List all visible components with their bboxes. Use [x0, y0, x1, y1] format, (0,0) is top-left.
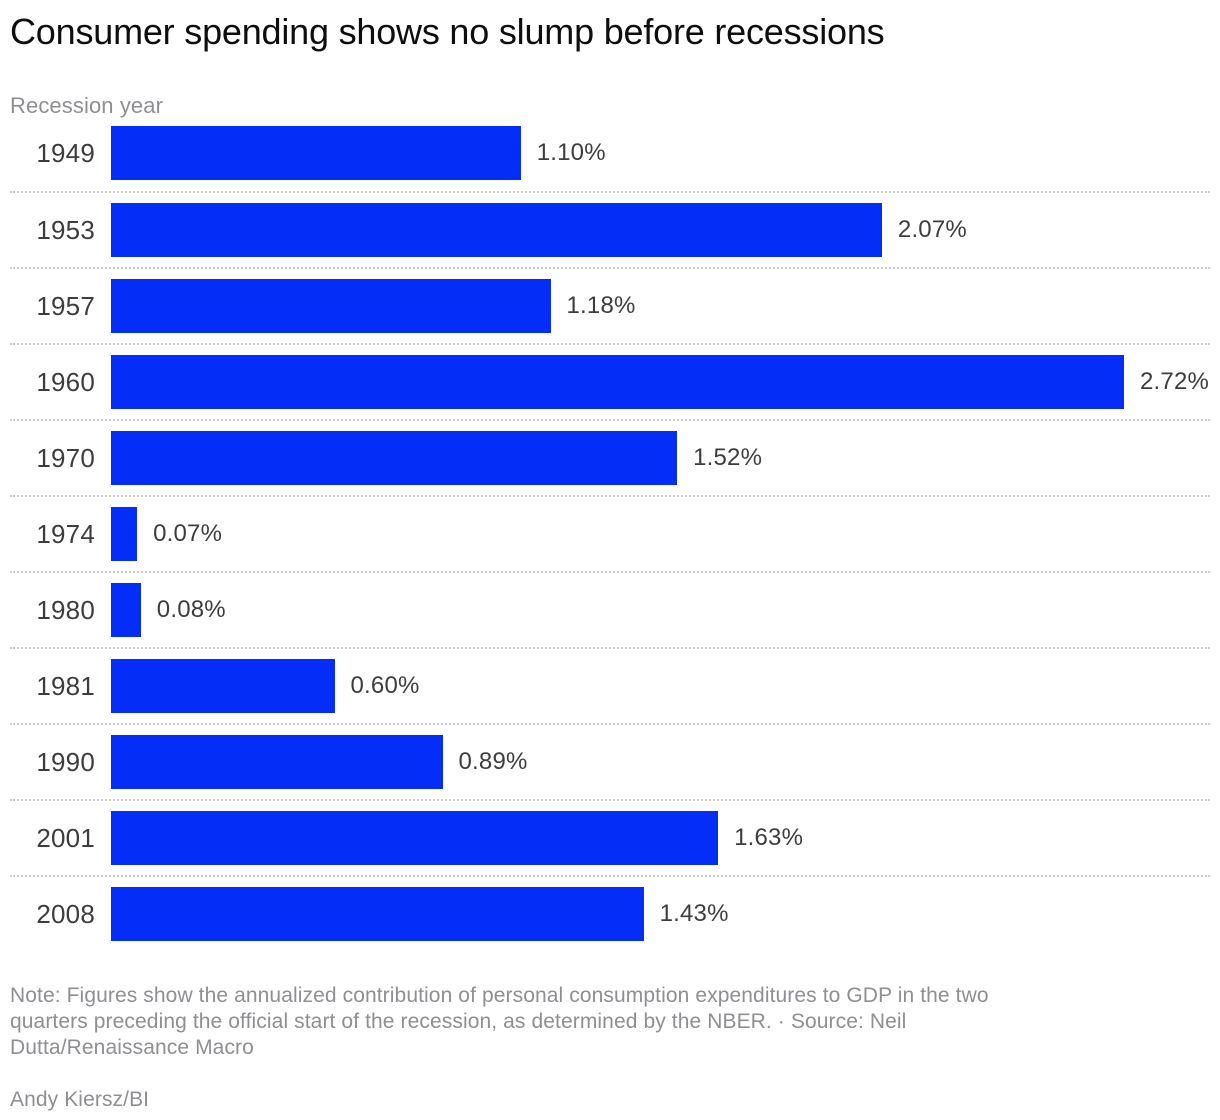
bar-row: 1980 0.08%: [10, 571, 1210, 647]
bar: [111, 887, 644, 941]
bar-row: 1960 2.72%: [10, 343, 1210, 419]
bar-row-year-label: 1990: [36, 746, 95, 777]
bar-row-year-label: 2008: [36, 898, 95, 929]
bar-row-year-label: 1974: [36, 518, 95, 549]
bar-area: 0.07%: [111, 497, 1210, 571]
bar: [111, 811, 719, 865]
bar-row: 1974 0.07%: [10, 495, 1210, 571]
note-line-1: Note: Figures show the annualized contri…: [10, 984, 989, 1007]
bar-area: 1.52%: [111, 421, 1210, 495]
bar: [111, 583, 141, 637]
bar-row-year-label: 1960: [36, 366, 95, 397]
bar: [111, 507, 138, 561]
bar-row: 1949 1.10%: [10, 115, 1210, 191]
bar-value-label: 1.43%: [659, 900, 729, 927]
bar-row: 1990 0.89%: [10, 723, 1210, 799]
bar-area: 1.43%: [111, 877, 1210, 951]
bar-row-year-label: 1957: [36, 290, 95, 321]
bar: [111, 735, 443, 789]
bar: [111, 203, 882, 257]
bar: [111, 431, 678, 485]
bar-row-year-label: 1970: [36, 442, 95, 473]
bar-area: 0.89%: [111, 725, 1210, 799]
bar-value-label: 1.52%: [693, 444, 763, 471]
chart-note: Note: Figures show the annualized contri…: [10, 983, 1210, 1061]
bar-row: 2008 1.43%: [10, 875, 1210, 951]
bar-row-year-label: 1949: [36, 137, 95, 168]
bar-row-year-label: 1981: [36, 670, 95, 701]
bar: [111, 279, 551, 333]
bar-value-label: 0.89%: [458, 748, 528, 775]
bar-value-label: 0.08%: [156, 596, 226, 623]
chart-container: Consumer spending shows no slump before …: [0, 10, 1220, 1120]
bar: [111, 659, 335, 713]
bar-area: 0.60%: [111, 649, 1210, 723]
bar-value-label: 1.10%: [536, 139, 606, 166]
bar-area: 0.08%: [111, 573, 1210, 647]
bar: [111, 126, 521, 180]
bar-value-label: 1.18%: [566, 292, 636, 319]
bar-value-label: 2.72%: [1140, 368, 1210, 395]
bar-row: 1981 0.60%: [10, 647, 1210, 723]
axis-label-recession-year: Recession year: [10, 93, 164, 118]
note-line-3: Dutta/Renaissance Macro: [10, 1036, 254, 1059]
bar-row: 1970 1.52%: [10, 419, 1210, 495]
bar-row-year-label: 1953: [36, 214, 95, 245]
bar-area: 2.72%: [111, 345, 1210, 419]
bar-row: 1953 2.07%: [10, 191, 1210, 267]
bar-row-year-label: 1980: [36, 594, 95, 625]
bar-area: 1.10%: [111, 115, 1210, 191]
bar-row-year-label: 2001: [36, 822, 95, 853]
bar-row: 1957 1.18%: [10, 267, 1210, 343]
bar-chart: 1949 1.10% 1953 2.07% 1957 1.18% 1960 2.…: [10, 115, 1210, 951]
note-line-2: quarters preceding the official start of…: [10, 1010, 907, 1033]
bar-area: 1.18%: [111, 269, 1210, 343]
bar: [111, 355, 1124, 409]
chart-title: Consumer spending shows no slump before …: [10, 11, 885, 52]
bar-value-label: 0.07%: [153, 520, 223, 547]
bar-area: 1.63%: [111, 801, 1210, 875]
bar-value-label: 1.63%: [734, 824, 804, 851]
bar-value-label: 0.60%: [350, 672, 420, 699]
bar-row: 2001 1.63%: [10, 799, 1210, 875]
bar-value-label: 2.07%: [897, 216, 967, 243]
bar-area: 2.07%: [111, 193, 1210, 267]
byline-credit: Andy Kiersz/BI: [10, 1088, 150, 1111]
